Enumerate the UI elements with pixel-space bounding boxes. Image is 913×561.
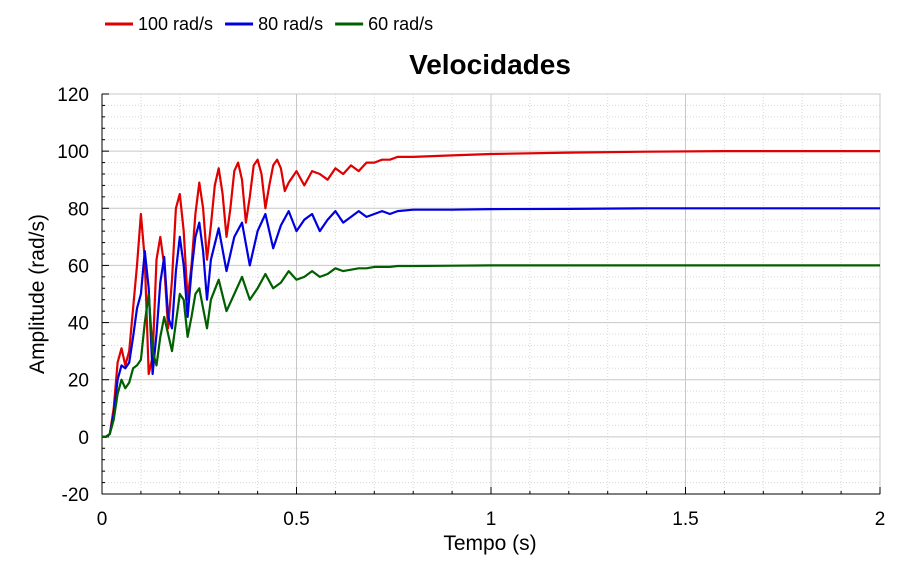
series-line xyxy=(102,207,880,438)
legend-label: 100 rad/s xyxy=(138,14,213,34)
x-tick-label: 1 xyxy=(486,509,497,530)
y-tick-label: -20 xyxy=(62,485,89,506)
x-tick-label: 0.5 xyxy=(283,509,309,530)
legend-label: 80 rad/s xyxy=(258,14,323,34)
series-line xyxy=(102,150,880,438)
x-axis-title: Tempo (s) xyxy=(443,532,536,555)
y-tick-label: 120 xyxy=(57,85,89,106)
plot-area xyxy=(101,93,881,495)
x-tick-label: 2 xyxy=(875,509,886,530)
y-tick-labels: -20 0 20 40 60 80 100 120 xyxy=(57,85,89,506)
series-lines xyxy=(102,150,880,438)
y-tick-label: 40 xyxy=(68,314,89,335)
legend-label: 60 rad/s xyxy=(368,14,433,34)
y-tick-label: 100 xyxy=(57,142,89,163)
y-tick-label: 0 xyxy=(78,428,89,449)
x-tick-label: 1.5 xyxy=(672,509,698,530)
chart-title: Velocidades xyxy=(409,49,571,80)
x-tick-labels: 0 0.5 1 1.5 2 xyxy=(97,509,886,530)
series-line xyxy=(102,264,880,438)
y-tick-label: 80 xyxy=(68,199,89,220)
x-tick-label: 0 xyxy=(97,509,108,530)
y-tick-label: 20 xyxy=(68,371,89,392)
y-axis-title: Amplitude (rad/s) xyxy=(26,214,49,374)
y-tick-label: 60 xyxy=(68,256,89,277)
legend: 100 rad/s 80 rad/s 60 rad/s xyxy=(105,14,433,34)
